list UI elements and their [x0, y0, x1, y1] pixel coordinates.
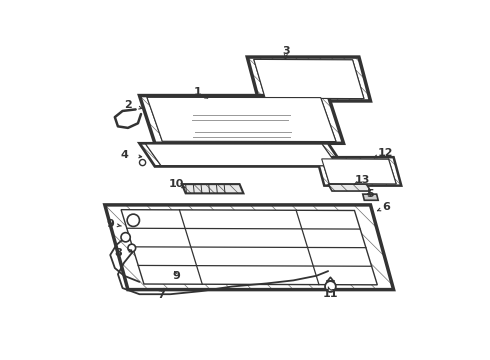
- Text: 4: 4: [120, 150, 128, 160]
- Polygon shape: [146, 144, 338, 166]
- Circle shape: [140, 159, 146, 166]
- Polygon shape: [321, 159, 396, 184]
- Polygon shape: [140, 143, 343, 166]
- Text: 9: 9: [106, 219, 114, 229]
- Polygon shape: [247, 57, 370, 101]
- Polygon shape: [317, 157, 401, 186]
- Polygon shape: [182, 184, 244, 193]
- Polygon shape: [121, 210, 377, 285]
- Text: 12: 12: [378, 148, 393, 158]
- Polygon shape: [140, 95, 343, 143]
- Polygon shape: [254, 59, 364, 99]
- Polygon shape: [328, 184, 370, 191]
- Text: 5: 5: [367, 189, 374, 199]
- Text: 3: 3: [282, 46, 290, 56]
- Circle shape: [325, 281, 336, 292]
- Text: 10: 10: [169, 179, 184, 189]
- Text: 8: 8: [114, 248, 122, 258]
- Polygon shape: [147, 97, 336, 141]
- Circle shape: [127, 214, 140, 226]
- Text: 11: 11: [323, 289, 338, 299]
- Polygon shape: [363, 194, 378, 200]
- Circle shape: [121, 233, 130, 242]
- Polygon shape: [105, 205, 393, 289]
- Text: 1: 1: [194, 87, 201, 98]
- Polygon shape: [146, 144, 338, 166]
- Text: 7: 7: [157, 290, 165, 300]
- Circle shape: [128, 244, 136, 252]
- Text: 2: 2: [124, 100, 132, 110]
- Polygon shape: [147, 97, 336, 141]
- Text: 9: 9: [172, 271, 180, 281]
- Polygon shape: [321, 159, 396, 184]
- Polygon shape: [254, 59, 364, 99]
- Text: 6: 6: [382, 202, 390, 212]
- Text: 13: 13: [355, 175, 370, 185]
